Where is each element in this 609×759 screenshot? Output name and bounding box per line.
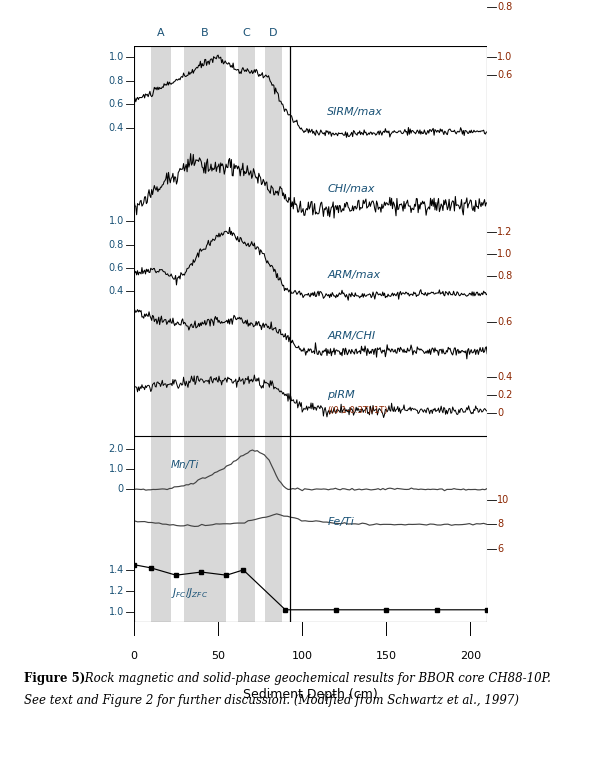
Text: A: A <box>157 27 164 38</box>
Text: 50: 50 <box>211 651 225 661</box>
Bar <box>238 46 255 622</box>
Text: 1.0: 1.0 <box>498 249 513 259</box>
Text: See text and Figure 2 for further discussion. (Modified from Schwartz et al., 19: See text and Figure 2 for further discus… <box>24 694 519 707</box>
Text: 0.8: 0.8 <box>108 240 124 250</box>
Text: 1.0: 1.0 <box>498 52 513 61</box>
Text: Figure 5): Figure 5) <box>24 672 86 685</box>
Text: ARM/CHI: ARM/CHI <box>328 332 376 342</box>
Text: 0.6: 0.6 <box>498 317 513 326</box>
Text: 0.4: 0.4 <box>498 372 513 382</box>
Text: 0.4: 0.4 <box>108 123 124 133</box>
Text: 0.8: 0.8 <box>108 75 124 86</box>
Text: 0.2: 0.2 <box>498 390 513 400</box>
Bar <box>185 46 227 622</box>
Text: 0.6: 0.6 <box>498 71 513 80</box>
Text: 1.0: 1.0 <box>108 216 124 226</box>
Text: 0: 0 <box>118 484 124 494</box>
Text: $J_{FC}/J_{ZFC}$: $J_{FC}/J_{ZFC}$ <box>171 586 208 600</box>
Text: SIRM/max: SIRM/max <box>328 107 383 117</box>
Text: 0.8: 0.8 <box>498 2 513 12</box>
Text: CHI/max: CHI/max <box>328 184 375 194</box>
Text: 0: 0 <box>498 408 504 418</box>
Text: 0.6: 0.6 <box>108 263 124 273</box>
Text: ((0.1-0.3T)/1T): ((0.1-0.3T)/1T) <box>328 406 388 415</box>
Text: B: B <box>201 27 208 38</box>
Text: 1.0: 1.0 <box>108 464 124 474</box>
Text: 200: 200 <box>460 651 481 661</box>
Text: 1.0: 1.0 <box>108 607 124 617</box>
Text: D: D <box>269 27 278 38</box>
Text: 2.0: 2.0 <box>108 444 124 454</box>
Text: 6: 6 <box>498 544 504 554</box>
Text: 8: 8 <box>498 519 504 530</box>
Text: 1.0: 1.0 <box>108 52 124 61</box>
Text: pIRM: pIRM <box>328 390 355 400</box>
Text: 10: 10 <box>498 495 510 505</box>
Text: Sediment Depth (cm): Sediment Depth (cm) <box>243 688 378 701</box>
Text: Fe/Ti: Fe/Ti <box>328 517 354 527</box>
Text: 1.4: 1.4 <box>108 565 124 575</box>
Text: 1.2: 1.2 <box>108 586 124 596</box>
Text: 0.4: 0.4 <box>108 286 124 297</box>
Text: 150: 150 <box>376 651 397 661</box>
Text: 0.6: 0.6 <box>108 99 124 109</box>
Text: ARM/max: ARM/max <box>328 270 381 280</box>
Text: 1.2: 1.2 <box>498 227 513 237</box>
Text: 0: 0 <box>130 651 138 661</box>
Bar <box>265 46 282 622</box>
Text: 0.8: 0.8 <box>498 270 513 281</box>
Text: 100: 100 <box>292 651 312 661</box>
Text: Mn/Ti: Mn/Ti <box>171 460 199 470</box>
Text: Rock magnetic and solid-phase geochemical results for BBOR core CH88-10P.: Rock magnetic and solid-phase geochemica… <box>81 672 551 685</box>
Text: C: C <box>243 27 250 38</box>
Bar <box>151 46 171 622</box>
